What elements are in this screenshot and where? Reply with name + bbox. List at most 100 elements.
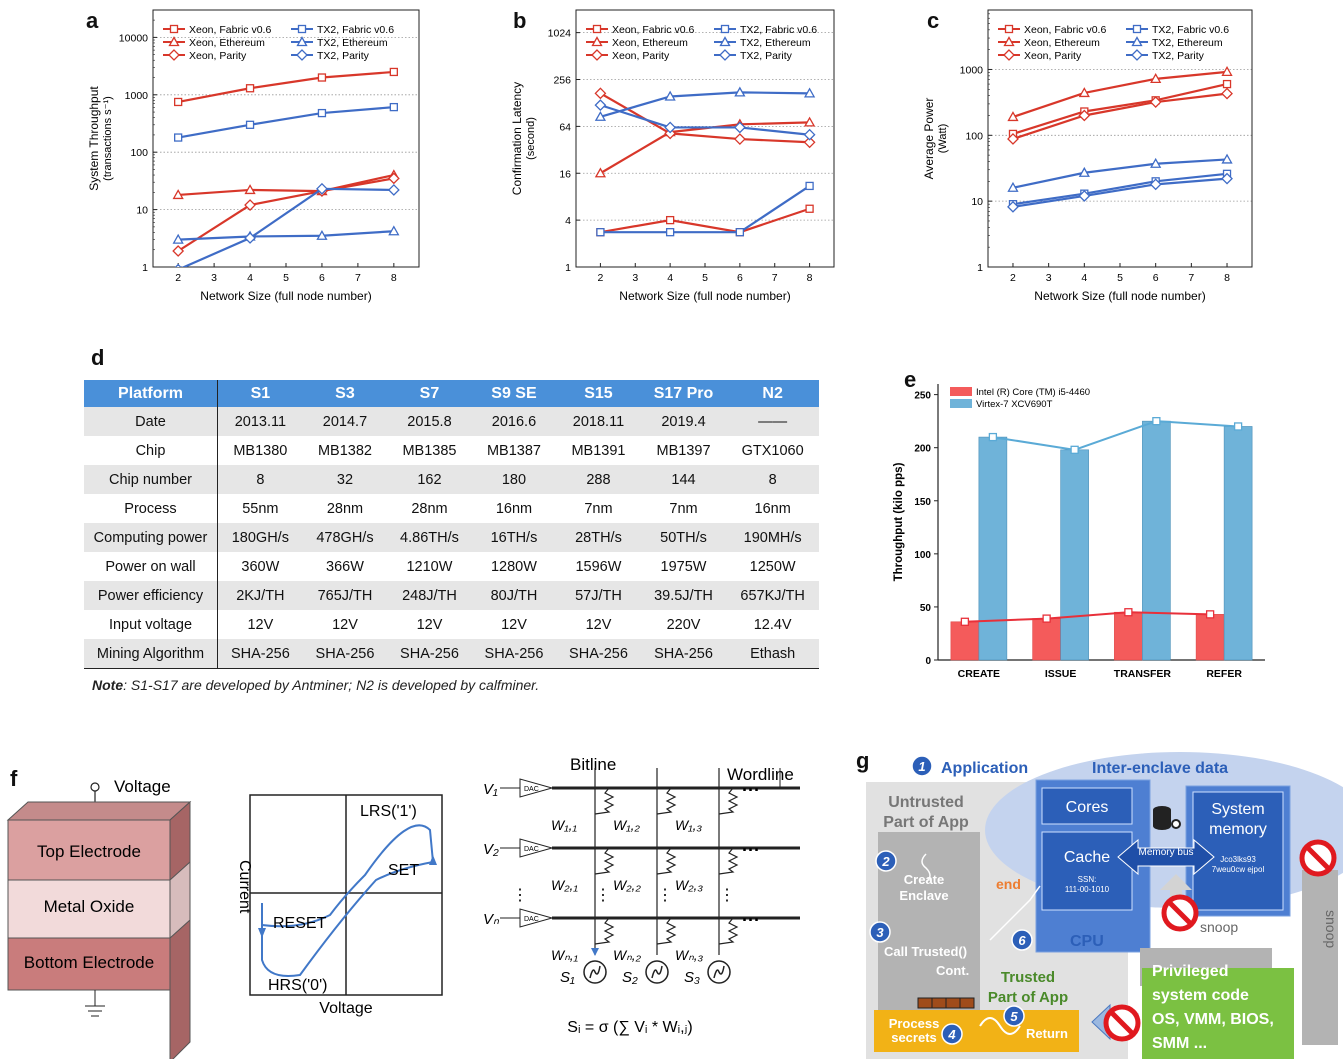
table-cell: 39.5J/TH	[640, 581, 727, 610]
legend-entry: TX2, Fabric v0.6	[1152, 24, 1229, 36]
data-point	[1149, 178, 1162, 191]
data-point	[316, 229, 328, 240]
x-tick-label: 7	[355, 272, 361, 284]
table-cell: 2KJ/TH	[217, 581, 303, 610]
data-point	[387, 184, 400, 196]
panel-g-sgx: 1 2 3 4 5 6 Application Untrusted Part of App…	[866, 752, 1343, 1059]
panel-label-b: b	[513, 8, 527, 33]
input-voltage-label: Vₙ	[483, 911, 500, 928]
dac-label: DAC	[524, 846, 539, 853]
cache-label: Cache	[1064, 849, 1110, 866]
series-line	[177, 177, 395, 252]
x-tick-label: 5	[702, 272, 708, 284]
memory-bus-arrow	[1117, 838, 1215, 876]
table-cell: 366W	[326, 558, 364, 575]
top-electrode-layer	[7, 819, 171, 881]
data-point	[245, 84, 255, 93]
data-point	[1007, 111, 1019, 122]
series-line	[177, 106, 394, 139]
metal-oxide-label: Metal Oxide	[44, 897, 135, 916]
bar	[1114, 611, 1143, 661]
system-label: System	[1211, 801, 1264, 818]
column-header: S3	[302, 380, 388, 407]
x-tick-label: REFER	[1206, 668, 1242, 680]
series-group	[172, 67, 400, 267]
table-cell: 8	[217, 465, 303, 494]
data-point	[387, 172, 400, 185]
data-point	[1078, 87, 1090, 98]
legend-entry: TX2, Parity	[317, 50, 370, 62]
table-cell: 32	[302, 465, 388, 494]
data-point	[317, 73, 327, 82]
series-line	[1012, 82, 1228, 135]
resistor-icon	[718, 847, 739, 875]
step-badge	[1003, 1005, 1025, 1027]
trend-line	[964, 611, 1211, 623]
crossbar-array: V₁ DAC ··· W₁,₁ W₁,₂ W₁,₃ V₂ DAC ··· W₂,₁ W₂,₂ W₂,₃…	[483, 768, 800, 986]
data-point	[733, 133, 746, 145]
privileged-code-box	[1142, 968, 1294, 1059]
data-point	[174, 133, 183, 142]
y-tick-label: 200	[914, 444, 931, 455]
bar	[950, 621, 980, 661]
bottom-electrode-label: Bottom Electrode	[24, 953, 154, 972]
table-row: Power on wall 360W 366W 1210W 1280W 1596W 1975…	[84, 552, 819, 581]
dac-icon	[519, 778, 554, 798]
bar	[1195, 614, 1225, 661]
table-row: Power efficiency 2KJ/TH 765J/TH 248J/TH 80J/…	[84, 581, 819, 610]
chart-e: 0 50 100 150 200 250 Throughput (kilo pps) CREA…	[893, 384, 1265, 680]
series-line	[1012, 172, 1228, 206]
data-point	[297, 24, 307, 34]
data-point	[591, 49, 603, 61]
y-tick-label: 256	[553, 75, 571, 87]
database-icon	[1153, 806, 1181, 830]
series-line	[1012, 177, 1228, 208]
reset-label: RESET	[273, 915, 327, 932]
x-tick-label: 3	[632, 272, 638, 284]
legend-entry: Xeon, Ethereum	[612, 37, 688, 49]
table-row: Computing power 180GH/s 478GH/s 4.86TH/s 16T…	[84, 523, 819, 552]
step-badge	[875, 850, 897, 872]
return-label: Return	[1026, 1026, 1068, 1041]
bar	[1060, 449, 1089, 661]
bar	[978, 436, 1008, 661]
snoop-label-h: snoop	[1200, 919, 1238, 935]
data-point	[389, 102, 398, 112]
trusted-part-label: Part of App	[988, 989, 1068, 1006]
data-point	[1078, 109, 1091, 122]
data-point	[735, 228, 745, 237]
table-header-row: Platform S1 S3 S7 S9 SE S15 S17 Pro N2	[84, 380, 819, 407]
data-point	[803, 87, 816, 98]
step-number: 4	[947, 1027, 956, 1042]
table-cell: 12V	[247, 616, 274, 633]
table-cell: 1280W	[490, 558, 537, 575]
table-cell: 28nm	[411, 500, 448, 517]
step-number: 2	[881, 854, 890, 869]
table-note: Note: S1-S17 are developed by Antminer; …	[92, 677, 539, 693]
row-header: Process	[84, 494, 218, 523]
y-tick-label: 10	[971, 196, 983, 208]
data-point	[296, 49, 308, 61]
step-number: 3	[876, 925, 884, 940]
table-cell: 180GH/s	[217, 523, 303, 552]
panel-label-f: f	[10, 766, 18, 791]
x-tick-label: 6	[737, 272, 743, 284]
y-axis-label: Throughput (kilo pps)	[893, 462, 905, 581]
data-point	[591, 36, 603, 47]
data-point	[594, 87, 607, 100]
ssn-value: 111-00-1010	[1065, 885, 1110, 894]
table-cell: 28nm	[326, 500, 364, 517]
column-header: N2	[726, 380, 819, 407]
step-badge	[911, 755, 933, 777]
table-cell: 657KJ/TH	[726, 581, 819, 610]
data-point	[1078, 166, 1090, 177]
y-tick-label: 100	[914, 550, 931, 561]
series-line	[1012, 158, 1228, 189]
table-row: Date 2013.11 2014.7 2015.8 2016.6 2018.11 2019…	[84, 407, 819, 436]
legend-entry: TX2, Fabric v0.6	[317, 24, 394, 36]
legend-entry: Xeon, Fabric v0.6	[1024, 24, 1106, 36]
panel-f-memristor: Voltage Top Electrode Metal Oxide Bottom…	[6, 755, 800, 1059]
data-point	[1070, 445, 1079, 454]
data-point	[244, 184, 256, 195]
x-tick-label: 8	[1224, 272, 1230, 284]
